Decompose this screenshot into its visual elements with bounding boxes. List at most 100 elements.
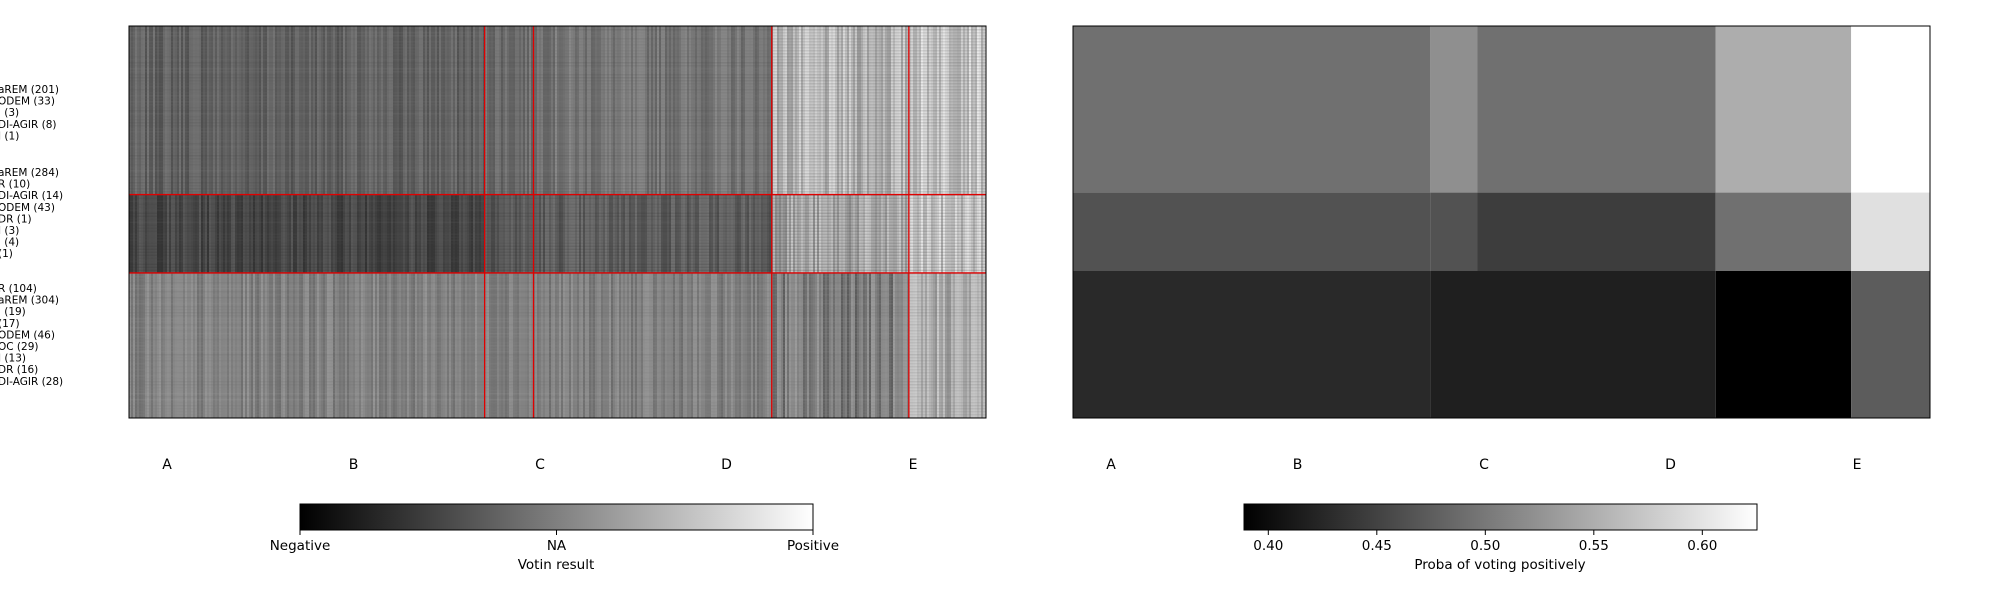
left-texture-stripe: [543, 26, 545, 195]
left-heatmap-texture: [129, 26, 986, 418]
left-texture-streak: [129, 212, 986, 215]
left-texture-stripe: [353, 194, 355, 273]
left-texture-stripe: [967, 194, 969, 273]
left-texture-stripe: [529, 272, 531, 418]
left-texture-stripe: [217, 26, 219, 195]
left-texture-stripe: [147, 272, 149, 418]
left-texture-stripe: [757, 194, 759, 273]
left-texture-stripe: [685, 26, 687, 195]
left-texture-stripe: [387, 194, 389, 273]
left-texture-stripe: [673, 194, 675, 273]
left-texture-stripe: [273, 26, 275, 195]
left-texture-stripe: [233, 272, 235, 418]
left-texture-stripe: [929, 194, 931, 273]
left-texture-stripe: [913, 272, 915, 418]
left-texture-stripe: [555, 272, 557, 418]
left-texture-stripe: [853, 272, 855, 418]
left-texture-stripe: [841, 194, 843, 273]
left-texture-stripe: [397, 272, 399, 418]
left-texture-stripe: [665, 194, 667, 273]
left-texture-stripe: [399, 272, 401, 418]
left-texture-stripe: [447, 26, 449, 195]
left-texture-stripe: [221, 194, 223, 273]
left-texture-streak: [129, 377, 986, 380]
left-texture-stripe: [777, 272, 779, 418]
left-texture-stripe: [675, 26, 677, 195]
left-texture-stripe: [639, 272, 641, 418]
left-texture-stripe: [261, 194, 263, 273]
left-texture-stripe: [277, 26, 279, 195]
left-texture-streak: [129, 359, 986, 362]
left-texture-stripe: [955, 272, 957, 418]
left-texture-stripe: [635, 194, 637, 273]
left-texture-stripe: [909, 26, 911, 195]
left-texture-stripe: [665, 26, 667, 195]
left-texture-stripe: [335, 194, 337, 273]
left-colorbar-gradient: [299, 503, 814, 531]
left-texture-stripe: [871, 194, 873, 273]
right-colorbar-tick-label: 0.40: [1253, 538, 1283, 554]
left-texture-stripe: [651, 26, 653, 195]
left-texture-stripe: [467, 272, 469, 418]
left-texture-stripe: [235, 194, 237, 273]
left-texture-stripe: [929, 26, 931, 195]
left-texture-stripe: [901, 26, 903, 195]
left-texture-stripe: [763, 26, 765, 195]
left-texture-stripe: [791, 26, 793, 195]
left-texture-stripe: [749, 194, 751, 273]
left-texture-stripe: [781, 26, 783, 195]
left-texture-stripe: [869, 194, 871, 273]
left-texture-stripe: [421, 194, 423, 273]
left-texture-stripe: [173, 26, 175, 195]
left-texture-stripe: [323, 194, 325, 273]
left-x-tick-labels: A B C D E: [162, 457, 917, 473]
left-texture-stripe: [423, 272, 425, 418]
left-texture-stripe: [603, 194, 605, 273]
left-texture-stripe: [185, 194, 187, 273]
left-texture-stripe: [677, 194, 679, 273]
left-texture-stripe: [209, 272, 211, 418]
left-texture-stripe: [387, 26, 389, 195]
left-texture-stripe: [433, 194, 435, 273]
left-texture-stripe: [167, 194, 169, 273]
left-texture-stripe: [301, 272, 303, 418]
right-colorbar-tick-label: 0.60: [1687, 538, 1717, 554]
left-texture-stripe: [355, 26, 357, 195]
left-texture-stripe: [925, 272, 927, 418]
left-texture-streak: [129, 203, 986, 206]
left-texture-stripe: [889, 194, 891, 273]
left-texture-stripe: [459, 194, 461, 273]
left-texture-stripe: [883, 272, 885, 418]
left-texture-streak: [129, 368, 986, 371]
left-texture-stripe: [657, 26, 659, 195]
left-texture-stripe: [905, 272, 907, 418]
left-texture-stripe: [591, 272, 593, 418]
left-texture-streak: [129, 92, 986, 94]
left-texture-streak: [129, 107, 986, 109]
left-texture-stripe: [411, 26, 413, 195]
left-texture-stripe: [831, 272, 833, 418]
left-texture-streak: [129, 152, 986, 154]
right-heatmap-cell: [1430, 26, 1478, 193]
left-texture-stripe: [773, 194, 775, 273]
left-texture-streak: [129, 161, 986, 163]
left-texture-stripe: [637, 26, 639, 195]
left-texture-stripe: [505, 272, 507, 418]
left-texture-stripe: [559, 272, 561, 418]
left-texture-stripe: [931, 272, 933, 418]
left-texture-stripe: [887, 26, 889, 195]
left-texture-stripe: [521, 272, 523, 418]
left-texture-stripe: [779, 272, 781, 418]
left-texture-stripe: [937, 272, 939, 418]
left-texture-stripe: [167, 272, 169, 418]
left-texture-stripe: [201, 26, 203, 195]
left-texture-stripe: [207, 194, 209, 273]
left-texture-stripe: [147, 194, 149, 273]
left-texture-stripe: [139, 272, 141, 418]
left-texture-stripe: [825, 26, 827, 195]
left-texture-stripe: [431, 194, 433, 273]
left-texture-stripe: [339, 26, 341, 195]
left-texture-stripe: [687, 194, 689, 273]
left-texture-stripe: [857, 194, 859, 273]
left-texture-stripe: [131, 272, 133, 418]
